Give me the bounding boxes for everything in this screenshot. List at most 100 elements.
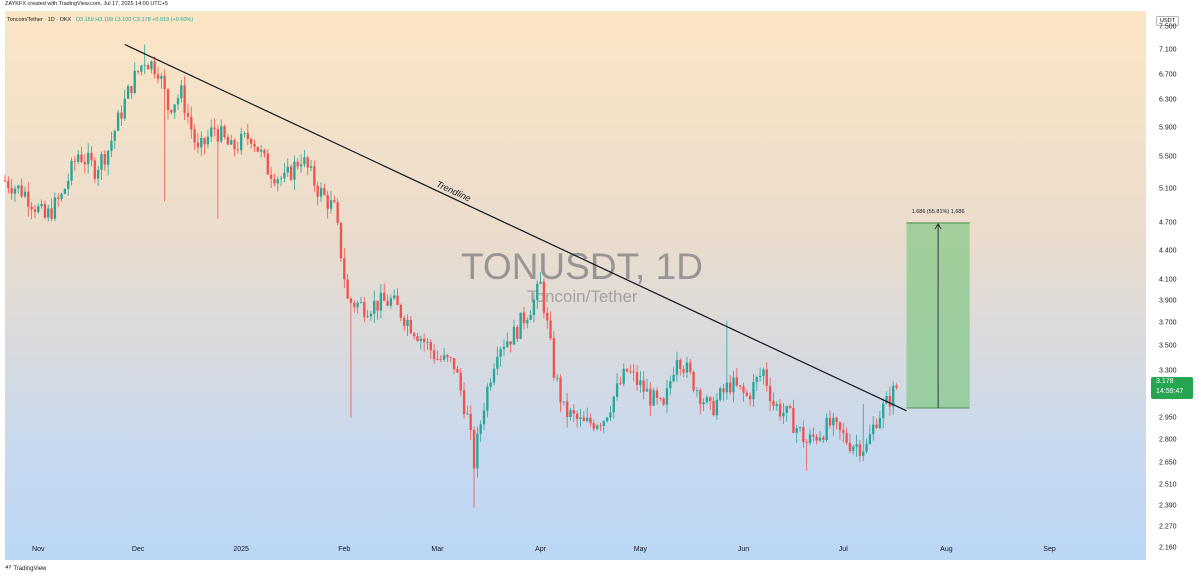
candle-body bbox=[679, 360, 682, 369]
candle-body bbox=[546, 312, 549, 321]
candle-body bbox=[203, 138, 206, 145]
candle-body bbox=[3, 180, 7, 182]
watermark-subtitle: Toncoin/Tether bbox=[527, 287, 638, 306]
countdown-value: 14:59:47 bbox=[1156, 388, 1184, 395]
y-tick-label: 2.390 bbox=[1159, 502, 1177, 510]
candle-body bbox=[63, 188, 67, 194]
candle-body bbox=[569, 410, 572, 417]
candle-body bbox=[878, 418, 882, 428]
trendline-label: Trendline bbox=[435, 179, 473, 204]
candle-body bbox=[196, 142, 200, 148]
y-tick-label: 4.100 bbox=[1159, 276, 1177, 284]
candle-body bbox=[579, 417, 582, 419]
candle-body bbox=[512, 326, 516, 345]
candle-body bbox=[366, 316, 369, 318]
candle-body bbox=[828, 417, 832, 426]
candle-body bbox=[160, 75, 163, 79]
watermark-title: TONUSDT, 1D bbox=[461, 246, 703, 287]
candle-body bbox=[303, 157, 306, 165]
candle-body bbox=[832, 417, 835, 426]
candle-body bbox=[369, 313, 373, 317]
candle-body bbox=[715, 399, 719, 416]
candle-body bbox=[895, 385, 898, 388]
y-tick-label: 4.700 bbox=[1159, 219, 1177, 227]
candle-body bbox=[259, 149, 263, 152]
candle-body bbox=[223, 126, 226, 138]
y-tick-label: 3.300 bbox=[1159, 367, 1177, 375]
candle-body bbox=[775, 404, 778, 406]
candle-body bbox=[639, 380, 642, 385]
candle-body bbox=[848, 442, 852, 452]
candle-body bbox=[486, 386, 489, 411]
y-tick-label: 7.100 bbox=[1159, 46, 1177, 54]
candle-body bbox=[233, 140, 236, 150]
candle-body bbox=[702, 402, 705, 405]
candle-body bbox=[815, 436, 818, 441]
candle-body bbox=[838, 422, 842, 431]
candle-body bbox=[506, 341, 509, 347]
candle-body bbox=[436, 359, 439, 360]
y-tick-label: 5.900 bbox=[1159, 124, 1177, 132]
candle-body bbox=[802, 427, 805, 442]
candle-body bbox=[865, 443, 868, 452]
candle-body bbox=[599, 425, 602, 427]
candle-body bbox=[13, 188, 17, 194]
candle-body bbox=[43, 204, 47, 218]
candle-body bbox=[582, 417, 585, 422]
candle-body bbox=[595, 425, 599, 429]
candle-body bbox=[276, 179, 279, 184]
candle-body bbox=[376, 300, 379, 311]
y-tick-label: 3.700 bbox=[1159, 319, 1177, 327]
candle-body bbox=[133, 70, 136, 93]
candle-body bbox=[549, 320, 552, 339]
candle-body bbox=[499, 349, 502, 357]
candle-body bbox=[562, 401, 566, 403]
candle-body bbox=[539, 281, 542, 284]
candle-body bbox=[622, 368, 625, 384]
footer-bar: ⁴⁷ TradingView bbox=[0, 560, 1199, 577]
candle-body bbox=[289, 166, 293, 180]
candle-body bbox=[732, 377, 735, 393]
candle-body bbox=[220, 126, 223, 142]
candle-body bbox=[602, 421, 605, 427]
x-tick-label: Aug bbox=[940, 546, 953, 553]
candle-body bbox=[892, 385, 895, 407]
candle-body bbox=[146, 64, 150, 70]
candle-body bbox=[210, 127, 213, 137]
candle-body bbox=[705, 397, 709, 403]
x-tick-label: Mar bbox=[431, 546, 444, 553]
candle-body bbox=[336, 202, 339, 223]
candle-body bbox=[343, 258, 346, 280]
price-axis[interactable]: USDT 3.178 14:59:47 7.500 7.100 6.700 6.300… bbox=[1146, 11, 1199, 560]
candle-body bbox=[73, 160, 77, 162]
candle-body bbox=[752, 382, 755, 400]
candle-body bbox=[279, 178, 283, 180]
candle-body bbox=[416, 336, 419, 342]
candle-body bbox=[313, 166, 316, 186]
candle-body bbox=[559, 377, 562, 403]
candle-body bbox=[183, 85, 186, 114]
candle-body bbox=[339, 222, 343, 259]
candle-body bbox=[875, 424, 878, 428]
currency-badge[interactable]: USDT bbox=[1156, 16, 1179, 26]
candle-body bbox=[635, 372, 639, 385]
candle-body bbox=[675, 360, 679, 375]
candle-body bbox=[835, 417, 838, 423]
candle-body bbox=[83, 161, 87, 165]
candle-body bbox=[326, 194, 329, 209]
candle-body bbox=[186, 113, 190, 117]
candle-body bbox=[845, 432, 848, 443]
candle-body bbox=[412, 333, 416, 337]
candle-body bbox=[655, 390, 659, 398]
candle-body bbox=[116, 112, 120, 131]
candle-body bbox=[662, 398, 665, 405]
candle-body bbox=[379, 292, 383, 311]
candle-body bbox=[70, 160, 73, 181]
x-tick-label: May bbox=[633, 546, 647, 553]
candle-body bbox=[243, 132, 246, 134]
candle-body bbox=[542, 281, 546, 313]
candle-body bbox=[60, 193, 63, 200]
candle-body bbox=[273, 178, 276, 184]
tradingview-logo[interactable]: ⁴⁷ TradingView bbox=[5, 565, 46, 572]
candle-body bbox=[240, 133, 243, 151]
